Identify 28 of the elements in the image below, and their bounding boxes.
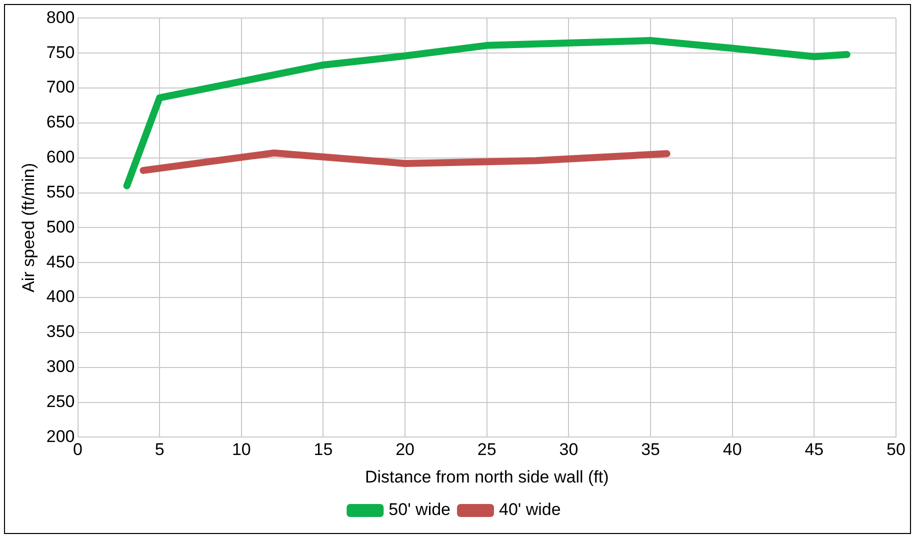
x-tick-label: 40 [722,440,742,460]
y-tick-label: 750 [46,42,75,62]
x-tick-label: 15 [314,440,333,460]
x-tick-label: 50 [886,440,906,460]
y-tick-label: 200 [46,426,75,446]
y-tick-label: 650 [46,112,75,132]
x-tick-label: 30 [559,440,578,460]
y-tick-label: 250 [46,392,75,411]
x-tick-label: 45 [804,440,824,460]
x-axis-title: Distance from north side wall (ft) [365,467,609,486]
legend-label: 50' wide [388,500,451,520]
y-tick-label: 400 [46,287,75,306]
x-tick-label: 20 [396,440,415,460]
y-tick-label: 700 [46,78,75,97]
y-tick-label: 800 [46,8,75,27]
y-tick-label: 350 [46,322,75,342]
x-tick-label: 25 [477,440,496,460]
y-tick-label: 600 [46,148,75,167]
x-tick-label: 10 [232,440,251,460]
y-axis-title: Air speed (ft/min) [18,162,38,292]
legend-label: 40' wide [499,500,561,520]
x-tick-label: 5 [154,440,164,460]
y-tick-label: 500 [46,217,75,236]
y-tick-label: 450 [46,252,75,272]
x-tick-label: 0 [73,440,82,460]
y-tick-label: 300 [46,357,75,376]
y-tick-label: 550 [46,182,75,202]
x-tick-label: 35 [641,440,660,460]
